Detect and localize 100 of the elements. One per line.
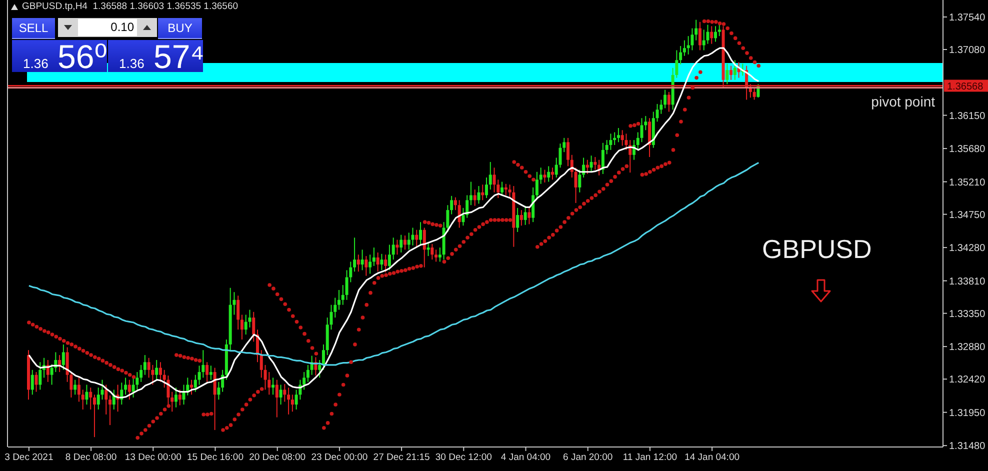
candlestick <box>356 254 360 272</box>
candlestick <box>128 379 131 400</box>
x-tick-label: 23 Dec 00:00 <box>311 452 368 463</box>
candlestick <box>236 295 240 330</box>
x-tick-label: 15 Dec 16:00 <box>186 452 244 463</box>
x-tick-label: 11 Jan 12:00 <box>622 452 678 463</box>
bid-price-box: 1.36 56⁰ <box>12 40 107 72</box>
candlestick <box>434 249 438 262</box>
candlestick <box>694 19 698 41</box>
x-tick-label: 4 Jan 04:00 <box>500 452 551 463</box>
candlestick <box>155 360 158 380</box>
candlestick <box>287 387 290 415</box>
candlestick <box>500 181 504 196</box>
candlestick <box>334 297 337 318</box>
y-tick-label: 1.33810 <box>949 276 986 288</box>
y-tick-label: 1.32420 <box>949 374 986 386</box>
candlestick <box>679 45 682 65</box>
candlestick <box>143 354 146 376</box>
sell-button: SELL <box>12 18 55 39</box>
candlestick <box>178 389 182 406</box>
candlestick <box>322 344 325 370</box>
candlestick <box>450 195 454 215</box>
candlestick <box>38 362 42 390</box>
candlestick <box>430 244 434 260</box>
candlestick <box>520 210 523 226</box>
ref-line-label: pivot point <box>871 94 936 110</box>
candlestick <box>217 381 220 400</box>
candlestick <box>477 186 480 204</box>
candlestick <box>733 60 736 80</box>
lot-size-field: 0.10 <box>58 18 157 37</box>
annotation: 1.36 56⁰ <box>23 38 108 75</box>
x-tick-label: 30 Dec 12:00 <box>435 452 492 463</box>
y-tick-label: 1.37080 <box>949 45 986 56</box>
candlestick <box>690 28 694 51</box>
candlestick <box>698 21 702 51</box>
candlestick <box>562 137 566 153</box>
candlestick <box>174 387 178 408</box>
y-tick-label: 1.35210 <box>949 177 986 188</box>
x-tick-label: 27 Dec 21:15 <box>373 452 430 463</box>
candlestick <box>422 227 426 268</box>
candlestick <box>667 91 670 112</box>
candlestick <box>388 244 391 271</box>
candlestick <box>104 384 108 415</box>
candlestick <box>240 314 244 340</box>
candlestick <box>473 189 476 206</box>
candlestick <box>275 379 278 418</box>
candlestick <box>636 132 640 150</box>
candlestick <box>62 344 65 370</box>
candlestick <box>283 384 286 402</box>
candlestick <box>620 130 624 146</box>
candlestick <box>140 364 143 382</box>
candlestick <box>108 394 112 426</box>
candlestick <box>124 377 128 396</box>
candlestick <box>85 384 88 406</box>
candlestick <box>302 372 306 390</box>
candlestick <box>466 194 469 218</box>
candlestick <box>290 394 294 412</box>
y-tick-label: 1.31950 <box>949 408 986 419</box>
x-tick-label: 8 Dec 08:00 <box>65 452 117 463</box>
candlestick <box>524 205 527 226</box>
candlestick <box>400 234 403 253</box>
candlestick <box>419 222 422 246</box>
candlestick <box>279 384 282 406</box>
candlestick <box>341 284 344 306</box>
candlestick <box>613 132 616 146</box>
y-tick-label: 1.32880 <box>949 342 986 354</box>
x-tick-label: 3 Dec 2021 <box>4 452 54 463</box>
annotation: 0.10 <box>78 19 137 36</box>
candlestick <box>384 254 388 273</box>
candlestick <box>392 237 395 260</box>
candlestick <box>454 196 457 211</box>
candlestick <box>407 232 410 250</box>
buy-button: BUY <box>158 18 202 39</box>
candlestick <box>260 350 263 378</box>
candlestick <box>462 207 465 226</box>
candlestick <box>338 289 341 310</box>
candlestick <box>158 362 162 382</box>
chart-title: GBPUSD.tp,H4 1.36588 1.36603 1.36535 1.36560 <box>22 1 238 13</box>
candlestick <box>372 247 376 266</box>
candlestick <box>426 241 430 257</box>
candlestick <box>726 63 729 85</box>
candlestick <box>532 186 535 223</box>
candlestick <box>590 155 593 172</box>
candlestick <box>543 169 546 183</box>
candlestick <box>438 247 442 262</box>
y-tick-label: 1.35680 <box>949 144 986 156</box>
candlestick <box>547 166 550 182</box>
candlestick <box>656 103 659 122</box>
candlestick <box>318 360 322 378</box>
candlestick <box>469 181 472 206</box>
candlestick <box>535 171 538 199</box>
candlestick <box>516 207 520 232</box>
candlestick <box>380 253 384 271</box>
candlestick <box>92 394 96 438</box>
candlestick <box>682 40 686 56</box>
candlestick <box>415 229 418 248</box>
y-tick-label: 1.34750 <box>949 210 986 221</box>
candlestick <box>485 177 488 199</box>
candlestick <box>640 118 644 143</box>
y-tick-label: 1.33350 <box>949 308 986 320</box>
